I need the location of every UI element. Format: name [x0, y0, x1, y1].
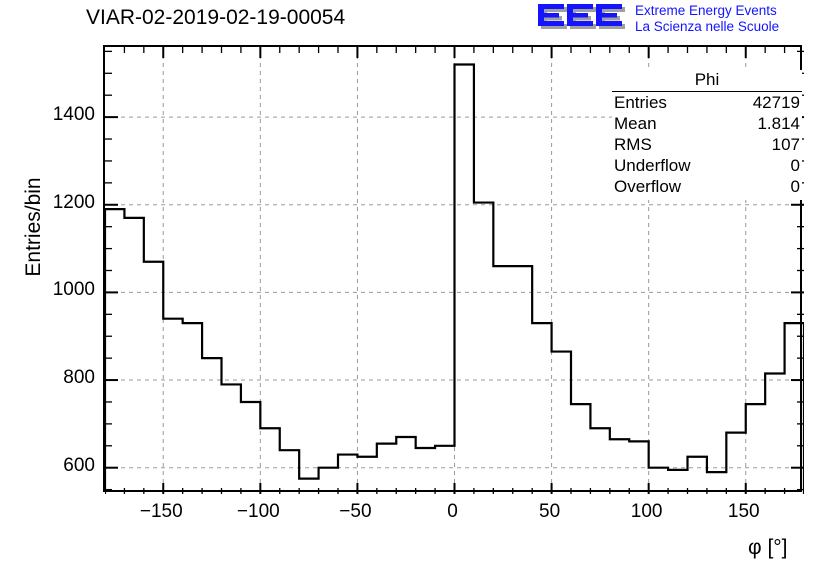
stats-row-value: 42719 [752, 93, 800, 112]
x-tick-label: −50 [339, 501, 372, 522]
y-tick-label: 800 [63, 367, 95, 389]
stats-row-label: RMS [614, 135, 652, 154]
stats-row: Entries 42719 [612, 92, 802, 113]
eee-logo-line1: Extreme Energy Events [635, 3, 777, 18]
x-axis-title: φ [°] [748, 536, 788, 559]
stats-row-value: 107 [771, 135, 800, 154]
stats-row-value: 0 [790, 156, 800, 175]
stats-row-value: 0 [790, 177, 800, 196]
y-tick-label: 1000 [52, 279, 95, 301]
y-tick-label: 600 [63, 454, 95, 476]
x-tick-label: 150 [727, 501, 760, 522]
stats-row: Underflow 0 [612, 155, 802, 176]
stats-row-label: Underflow [614, 156, 691, 175]
stats-title: Phi [612, 70, 802, 92]
stats-row: Overflow 0 [612, 176, 802, 197]
stats-row-label: Mean [614, 114, 657, 133]
eee-logo-line2: La Scienza nelle Scuole [635, 18, 780, 34]
stats-rows: Entries 42719 Mean 1.814 RMS 107 Underflow 0 Ove… [612, 92, 802, 197]
stats-box: Phi Entries 42719 Mean 1.814 RMS 107 Underflow… [612, 70, 802, 200]
stats-row-label: Entries [614, 93, 667, 112]
eee-logo-mark [538, 4, 625, 29]
eee-logo-text: Extreme Energy Events La Scienza nelle S… [635, 3, 779, 34]
x-tick-label: 0 [447, 501, 458, 522]
stats-row: Mean 1.814 [612, 113, 802, 134]
page-title: VIAR-02-2019-02-19-00054 [86, 6, 346, 29]
x-tick-label: 100 [630, 501, 663, 522]
x-tick-label: 50 [539, 501, 561, 522]
stats-row: RMS 107 [612, 134, 802, 155]
stats-row-label: Overflow [614, 177, 682, 196]
histogram-outline [105, 63, 804, 494]
eee-logo: Extreme Energy Events La Scienza nelle S… [537, 2, 833, 42]
y-tick-label: 1400 [52, 104, 95, 126]
y-tick-label: 1200 [52, 191, 95, 213]
x-tick-label: −150 [139, 501, 183, 522]
x-tick-label: −100 [236, 501, 280, 522]
stats-row-value: 1.814 [757, 114, 800, 133]
